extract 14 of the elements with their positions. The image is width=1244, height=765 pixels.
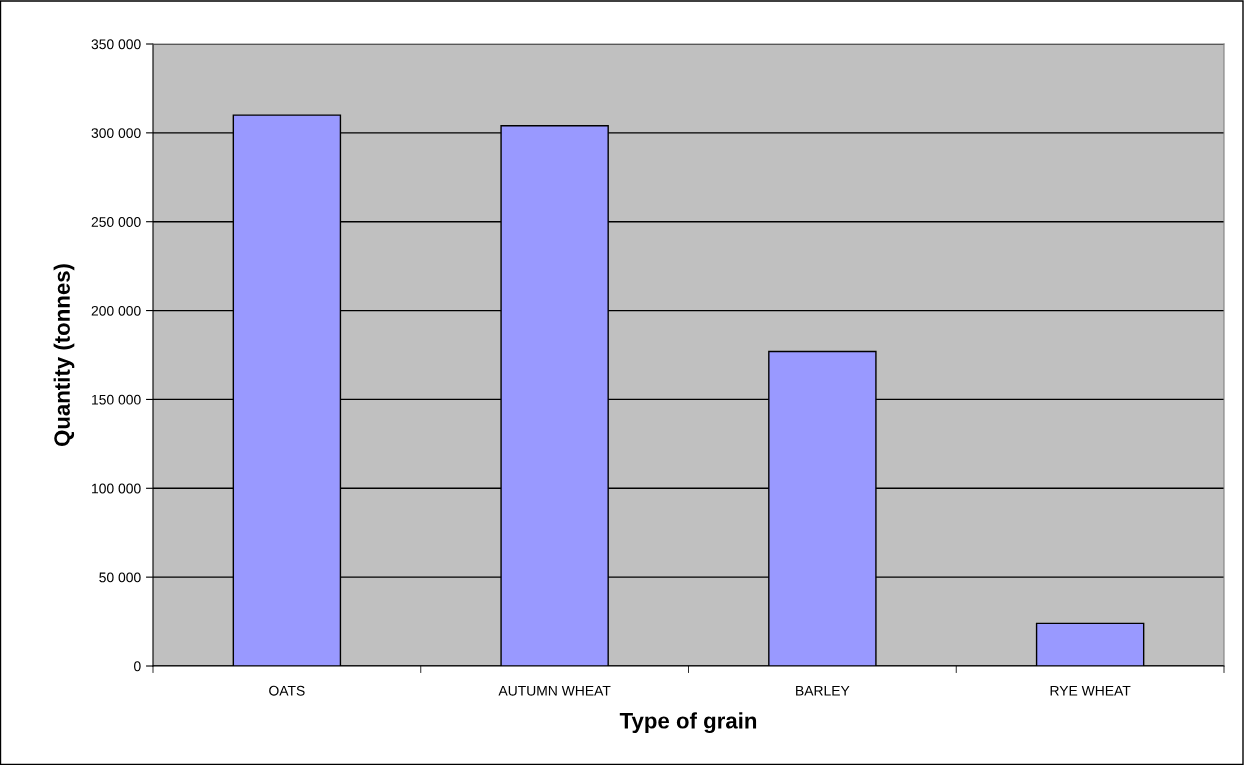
- y-tick-label: 150 000: [92, 394, 141, 405]
- y-tick-label: 300 000: [91, 128, 141, 139]
- y-tick-label: 100 000: [92, 483, 141, 494]
- y-tick-label: 350 000: [91, 39, 141, 50]
- y-tick-label: 200 000: [91, 305, 141, 316]
- x-tick-label: OATS: [269, 685, 305, 696]
- x-tick-label: AUTUMN WHEAT: [498, 685, 611, 696]
- y-tick-label: 0: [134, 661, 141, 672]
- x-tick-label: RYE WHEAT: [1050, 685, 1131, 696]
- x-tick-label: BARLEY: [796, 685, 850, 696]
- x-axis-title: Type of grain: [619, 712, 757, 734]
- y-axis-title: Quantity (tonnes): [53, 264, 75, 447]
- y-tick-label: 50 000: [99, 572, 141, 583]
- y-tick-label: 250 000: [91, 217, 141, 227]
